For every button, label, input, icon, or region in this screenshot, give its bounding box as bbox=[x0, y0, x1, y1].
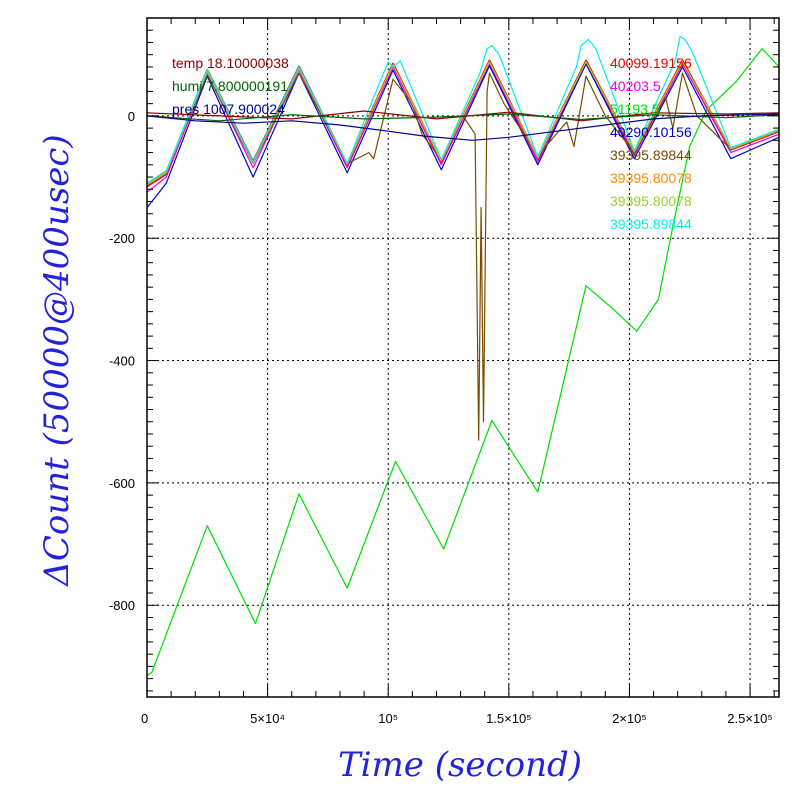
x-tick-label: 5×10⁴ bbox=[250, 711, 285, 726]
series-line bbox=[146, 113, 780, 141]
x-tick-label: 2.5×10⁵ bbox=[727, 711, 773, 726]
x-tick-label: 1.5×10⁵ bbox=[486, 711, 532, 726]
y-tick-label: -400 bbox=[109, 354, 135, 369]
y-tick-label: 0 bbox=[128, 109, 135, 124]
x-axis-title: Time (second) bbox=[338, 745, 582, 785]
legend-entry: 39395.89844 bbox=[610, 147, 692, 163]
annotation-label: humi 7.800000191 bbox=[172, 78, 288, 94]
x-tick-label: 2×10⁵ bbox=[612, 711, 647, 726]
x-tick-label: 10⁵ bbox=[378, 711, 398, 726]
plot-frame bbox=[146, 17, 780, 698]
y-tick-label: -200 bbox=[109, 231, 135, 246]
legend-entry: 40099.19156 bbox=[610, 55, 692, 71]
y-axis-title: ΔCount (50000@400usec) bbox=[37, 134, 77, 587]
series-line bbox=[146, 63, 780, 208]
legend-entry: 51193.5 bbox=[610, 101, 660, 117]
series-layer bbox=[146, 35, 780, 677]
legend-entry: 39395.80078 bbox=[610, 193, 692, 209]
y-tick-label: -800 bbox=[109, 598, 135, 613]
plot-border bbox=[146, 17, 780, 698]
y-tick-label: -600 bbox=[109, 476, 135, 491]
legend-entry: 40203.5 bbox=[610, 78, 661, 94]
legend: 40099.19156 40203.5 51193.5 40290.10156 3939… bbox=[610, 55, 692, 232]
series-line bbox=[146, 35, 780, 184]
legend-entry: 39395.80078 bbox=[610, 170, 692, 186]
legend-entry: 40290.10156 bbox=[610, 124, 692, 140]
x-tick-label: 0 bbox=[141, 711, 148, 726]
axis-ticks: 0 5×10⁴ 10⁵ 1.5×10⁵ 2×10⁵ 2.5×10⁵ 0 -200 -400 -60… bbox=[109, 17, 779, 726]
annotation-label: temp 18.10000038 bbox=[172, 55, 289, 71]
series-line bbox=[146, 72, 780, 441]
legend-entry: 39395.89844 bbox=[610, 216, 692, 232]
annotations: temp 18.10000038 humi 7.800000191 pres 100… bbox=[172, 55, 289, 117]
annotation-label: pres 1007.900024 bbox=[172, 101, 285, 117]
